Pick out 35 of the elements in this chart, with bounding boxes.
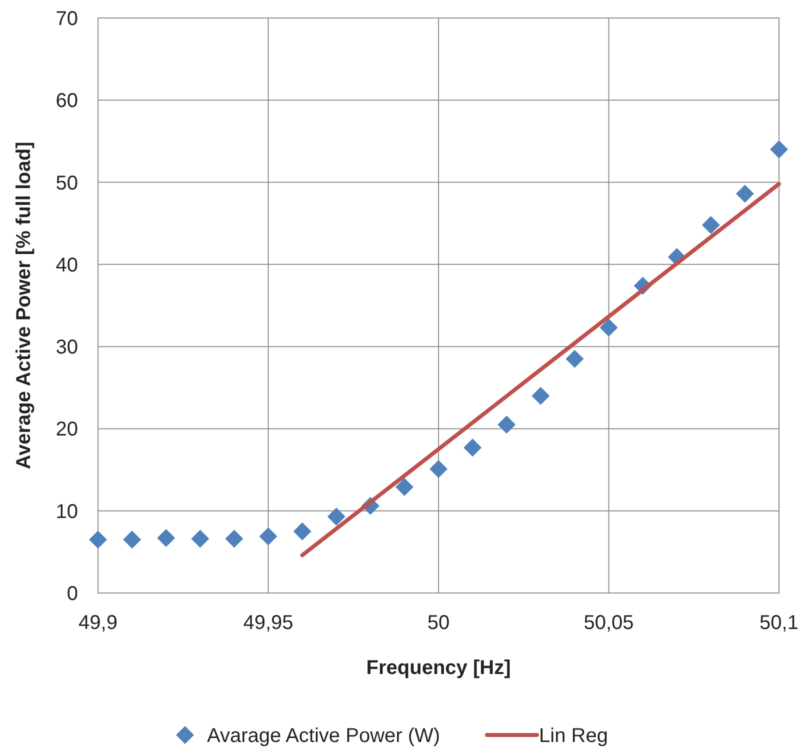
point [566, 350, 584, 368]
point [736, 184, 754, 203]
x-tick-label: 50,05 [584, 612, 634, 634]
point [395, 478, 414, 496]
point [89, 530, 107, 549]
point [327, 508, 346, 526]
point [702, 216, 720, 234]
x-tick-label: 50,1 [760, 612, 798, 634]
point [464, 438, 482, 457]
legend-label: Lin Reg [539, 725, 608, 747]
y-tick-label: 20 [56, 418, 78, 441]
y-tick-label: 70 [56, 8, 78, 30]
y-tick-label: 0 [66, 583, 78, 605]
point [532, 386, 550, 405]
point [430, 460, 448, 478]
x-axis-title: Frequency [Hz] [366, 657, 511, 679]
y-tick-label: 40 [56, 254, 78, 276]
y-tick-label: 60 [56, 90, 78, 112]
x-tick-label: 49,9 [78, 612, 118, 634]
x-tick-label: 49,95 [243, 612, 294, 634]
point [123, 530, 142, 549]
point [498, 416, 516, 434]
point [600, 318, 618, 337]
point [259, 527, 278, 546]
point [157, 528, 176, 547]
point [770, 140, 788, 158]
point [293, 522, 312, 540]
y-tick-label: 50 [56, 172, 78, 194]
point [191, 530, 210, 548]
point [225, 530, 244, 548]
x-tick-label: 50 [427, 612, 450, 634]
y-tick-label: 10 [56, 500, 78, 523]
y-tick-label: 30 [56, 336, 78, 359]
y-axis-title: Average Active Power [% full load] [13, 142, 35, 470]
legend-label: Avarage Active Power (W) [207, 725, 440, 747]
